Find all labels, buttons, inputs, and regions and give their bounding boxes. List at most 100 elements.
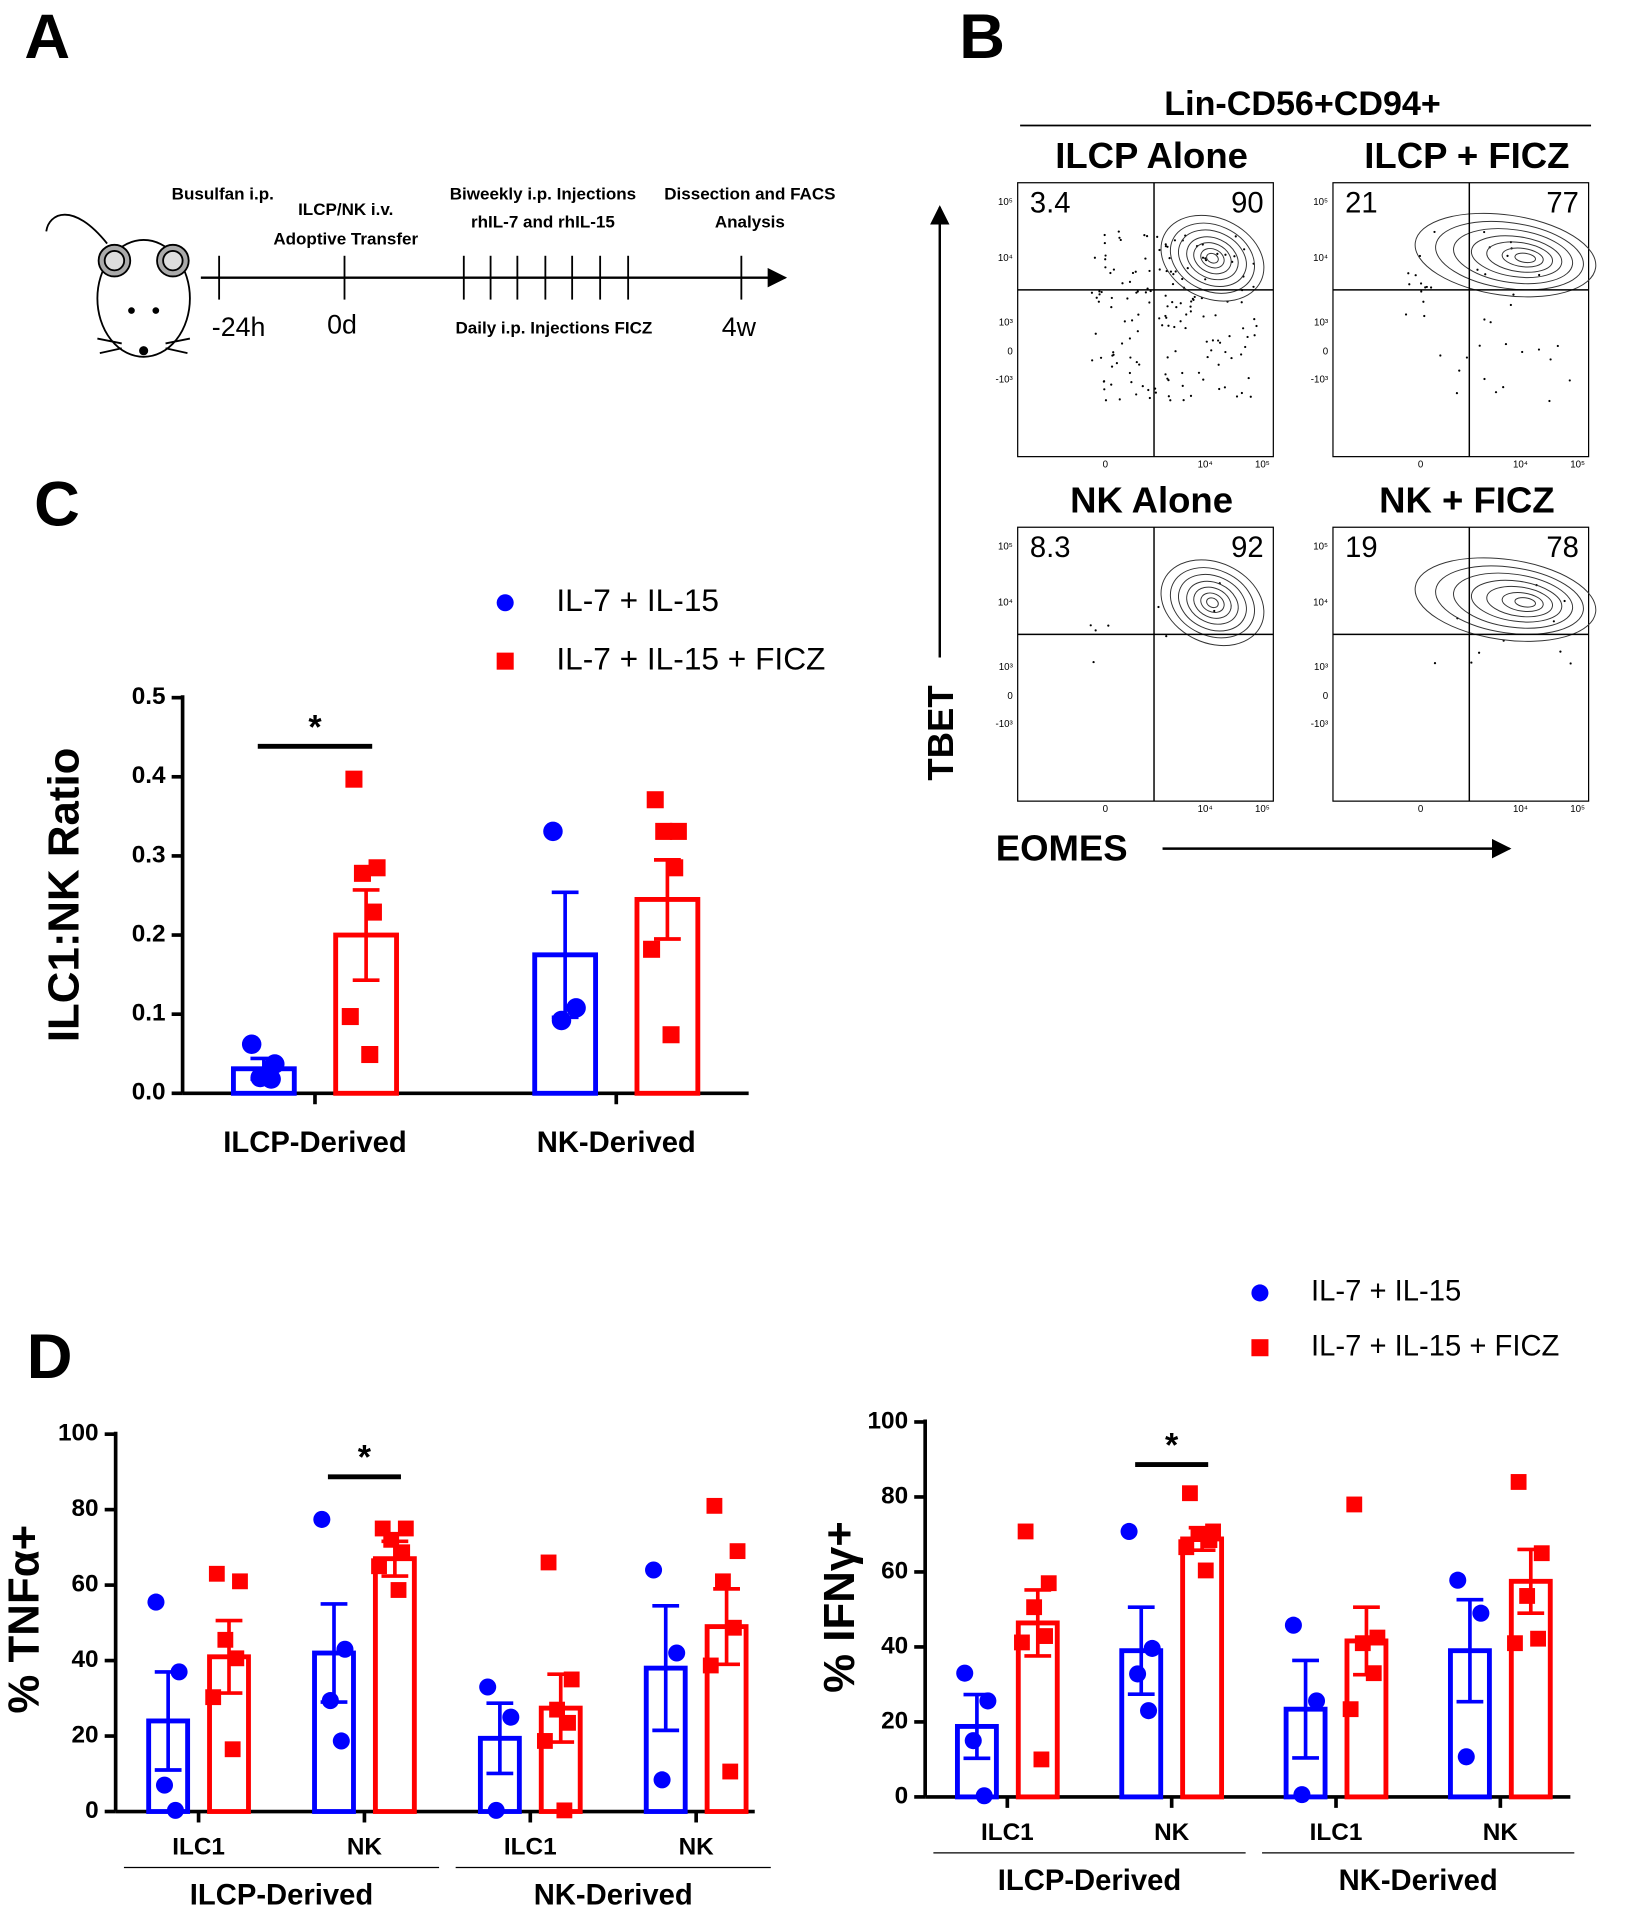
event-dot — [1243, 248, 1246, 251]
contour — [1186, 580, 1239, 625]
flow-y-tick-label: 0 — [1007, 691, 1013, 702]
data-point — [1017, 1523, 1034, 1540]
y-tick-label: 20 — [72, 1721, 99, 1748]
event-dot — [1169, 399, 1172, 402]
event-dot — [1509, 303, 1512, 307]
y-tick-label: 20 — [881, 1707, 908, 1734]
data-point — [1014, 1634, 1030, 1651]
x-tick-label: ILC1 — [981, 1819, 1034, 1846]
data-point — [1308, 1692, 1326, 1710]
event-dot — [1240, 301, 1243, 304]
event-dot — [1089, 624, 1092, 627]
event-dot — [1224, 350, 1227, 354]
event-dot — [1247, 376, 1250, 380]
flow-x-tick-label: 0 — [1418, 460, 1424, 471]
event-dot — [1156, 235, 1159, 238]
event-dot — [1439, 354, 1442, 357]
significance-label: * — [308, 708, 322, 746]
data-point — [653, 1771, 671, 1789]
flow-y-tick-label: 10⁴ — [998, 253, 1013, 264]
y-tick-label: 0.1 — [132, 1000, 166, 1027]
y-tick-label: 60 — [881, 1557, 908, 1584]
event-dot — [1210, 349, 1213, 352]
data-point — [394, 1544, 411, 1561]
data-point — [725, 1619, 742, 1636]
legend-label: IL-7 + IL-15 + FICZ — [1311, 1330, 1559, 1362]
event-label: Adoptive Transfer — [273, 229, 418, 248]
flow-y-tick-label: 10⁵ — [1313, 197, 1328, 208]
data-point — [361, 1046, 379, 1064]
event-dot — [1173, 239, 1177, 242]
event-dot — [1168, 257, 1171, 260]
flow-x-tick-label: 10⁵ — [1570, 460, 1585, 471]
data-point — [1201, 1532, 1218, 1548]
timepoint-label: 0d — [327, 309, 357, 339]
event-dot — [1223, 386, 1226, 389]
plot-title: NK + FICZ — [1379, 480, 1554, 521]
data-point — [722, 1763, 739, 1780]
data-point — [371, 1558, 387, 1575]
data-point — [261, 1069, 281, 1089]
event-dot — [1568, 379, 1571, 382]
event-dot — [1408, 283, 1411, 286]
contour — [1514, 597, 1536, 608]
y-tick-label: 60 — [72, 1571, 99, 1598]
data-point — [706, 1497, 723, 1514]
event-dot — [1104, 254, 1107, 257]
event-dot — [1242, 327, 1245, 330]
contour — [1193, 242, 1232, 275]
flow-y-tick-label: 0 — [1323, 691, 1329, 702]
data-point — [540, 1554, 557, 1571]
event-dot — [1189, 394, 1193, 397]
event-dot — [1164, 314, 1167, 318]
event-dot — [1234, 235, 1237, 238]
group-label: NK-Derived — [534, 1879, 693, 1911]
event-dot — [1148, 396, 1151, 400]
contour — [1200, 592, 1225, 613]
event-dot — [1135, 360, 1138, 364]
event-label: Biweekly i.p. Injections — [450, 184, 636, 203]
data-point — [1120, 1522, 1138, 1540]
event-dot — [1165, 635, 1168, 638]
event-dot — [1164, 245, 1168, 248]
event-dot — [1201, 256, 1205, 259]
contour — [1470, 235, 1563, 279]
event-dot — [1512, 293, 1515, 296]
data-point — [228, 1650, 245, 1667]
event-dot — [1559, 650, 1562, 653]
event-dot — [1489, 321, 1492, 324]
data-point — [336, 1640, 354, 1658]
y-axis-label: % IFNγ+ — [815, 1521, 864, 1693]
event-dot — [1148, 301, 1151, 304]
contour — [1453, 572, 1574, 629]
data-point — [397, 1520, 414, 1537]
data-point — [241, 1034, 262, 1054]
y-tick-label: 0.3 — [132, 841, 166, 868]
data-point — [643, 940, 661, 958]
flow-x-tick-label: 10⁵ — [1255, 804, 1270, 815]
event-dot — [1090, 291, 1094, 294]
event-dot — [1110, 365, 1114, 368]
data-point — [536, 1733, 553, 1749]
event-dot — [1174, 270, 1177, 273]
event-dot — [1128, 371, 1131, 375]
flow-x-tick-label: 10⁴ — [1198, 804, 1213, 815]
event-dot — [1104, 266, 1107, 269]
event-dot — [1470, 661, 1473, 664]
event-dot — [1179, 320, 1182, 323]
event-dot — [1117, 230, 1120, 233]
data-point — [979, 1692, 997, 1710]
event-dot — [1224, 253, 1227, 256]
flow-x-tick-label: 10⁵ — [1255, 460, 1270, 471]
plot-frame — [1017, 182, 1274, 458]
event-dot — [1098, 290, 1101, 293]
y-tick-label: 0.2 — [132, 920, 166, 947]
data-point — [662, 1026, 680, 1044]
event-dot — [1407, 272, 1410, 275]
event-dot — [1141, 385, 1144, 388]
contour — [1501, 592, 1544, 612]
panel-label: C — [34, 470, 80, 540]
event-dot — [1190, 300, 1193, 303]
y-tick-label: 80 — [881, 1482, 908, 1509]
quadrant-value: 3.4 — [1030, 187, 1071, 219]
